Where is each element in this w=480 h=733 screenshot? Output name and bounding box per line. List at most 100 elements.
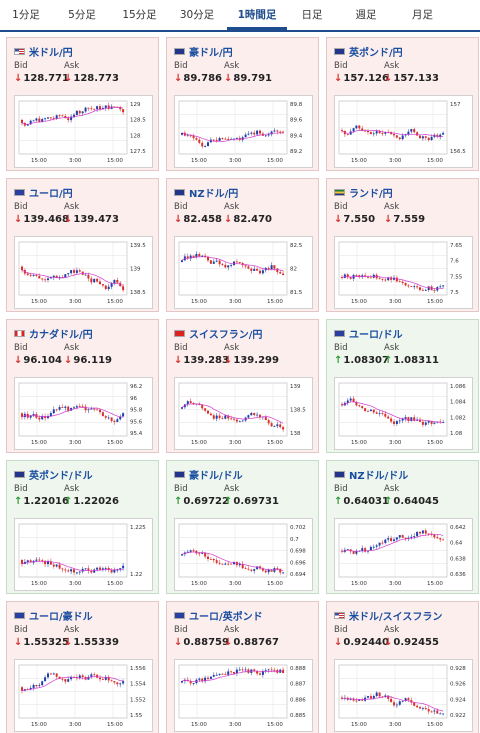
rate-card[interactable]: 豪ドル/ドル Bid Ask ↑0.69722 ↑0.69731 0.702 0.7 0.69…: [166, 460, 319, 594]
pair-title[interactable]: 豪ドル/ドル: [174, 467, 243, 482]
pair-name[interactable]: ユーロ/豪ドル: [29, 612, 93, 623]
mini-chart[interactable]: 0.642 0.64 0.638 0.636 15:00 3:00 15:00: [334, 518, 473, 591]
pair-name[interactable]: 豪ドル/ドル: [189, 471, 243, 482]
candle-body: [355, 700, 358, 702]
mini-chart[interactable]: 96.2 96 95.8 95.6 95.4 15:00 3:00 15:00: [14, 377, 153, 450]
pair-name[interactable]: 米ドル/スイスフラン: [349, 612, 443, 623]
x-tick-label: 15:00: [351, 581, 367, 587]
pair-name[interactable]: 英ポンド/円: [349, 48, 403, 59]
tab-1[interactable]: 5分足: [68, 9, 96, 21]
tab-3[interactable]: 30分足: [179, 9, 215, 21]
rate-card[interactable]: スイスフラン/円 Bid Ask ↓139.283 ↓139.299 139 138.5 13…: [166, 319, 319, 453]
bid-label: Bid: [14, 61, 28, 71]
pair-title[interactable]: ユーロ/豪ドル: [14, 608, 93, 623]
candle-body: [413, 417, 416, 421]
rate-card[interactable]: ユーロ/豪ドル Bid Ask ↓1.55325 ↓1.55339 1.556 1.554 1…: [6, 601, 159, 733]
ask-value: ↑0.64045: [384, 496, 439, 507]
mini-chart[interactable]: 139 138.5 138 15:00 3:00 15:00: [174, 377, 313, 450]
pair-name[interactable]: カナダドル/円: [29, 330, 93, 341]
pair-name[interactable]: 英ポンド/ドル: [29, 471, 93, 482]
candle-body: [233, 672, 235, 674]
mini-chart[interactable]: 157 156.5 15:00 3:00 15:00: [334, 95, 473, 168]
mini-chart[interactable]: 1.556 1.554 1.552 1.55 15:00 3:00 15:00: [14, 659, 153, 732]
tab-2[interactable]: 15分足: [122, 9, 157, 21]
mini-chart[interactable]: 129 128.5 128 127.5 15:00 3:00 15:00: [14, 95, 153, 168]
candle-body: [247, 415, 250, 418]
pair-title[interactable]: スイスフラン/円: [174, 326, 262, 341]
mini-chart[interactable]: 0.888 0.887 0.886 0.885 15:00 3:00 15:00: [174, 659, 313, 732]
pair-title[interactable]: 米ドル/円: [14, 44, 73, 59]
pair-title[interactable]: NZドル/ドル: [334, 467, 408, 482]
pair-name[interactable]: 米ドル/円: [29, 48, 73, 59]
rate-card[interactable]: 米ドル/スイスフラン Bid Ask ↓0.92440 ↓0.92455 0.928 0.9…: [326, 601, 479, 733]
pair-name[interactable]: ランド/円: [349, 189, 393, 200]
candle-body: [390, 698, 393, 703]
pair-title[interactable]: NZドル/円: [174, 185, 238, 200]
bid-value: ↓0.88759: [174, 637, 229, 648]
mini-chart[interactable]: 0.702 0.7 0.698 0.696 0.694 15:00 3:00 15:00: [174, 518, 313, 591]
candle-body: [52, 673, 55, 675]
rate-card[interactable]: ランド/円 Bid Ask ↓7.550 ↓7.559 7.65 7.6 7.55 7.5 15:…: [326, 178, 479, 312]
candle-body: [279, 272, 282, 274]
rate-card[interactable]: 米ドル/円 Bid Ask ↓128.771 ↓128.773 129 128.5 128 12…: [6, 37, 159, 171]
rate-card[interactable]: ユーロ/ドル Bid Ask ↑1.08307 ↑1.08311 1.086 1.084 1.…: [326, 319, 479, 453]
candle-body: [424, 289, 427, 291]
candle-body: [198, 553, 201, 555]
rate-card[interactable]: NZドル/円 Bid Ask ↓82.458 ↓82.470 82.5 82 81.5 15:0…: [166, 178, 319, 312]
tab-4[interactable]: 1時間足: [227, 0, 287, 30]
candle-body: [192, 550, 195, 552]
tab-6[interactable]: 週足: [355, 9, 377, 21]
down-arrow-icon: ↓: [334, 214, 343, 225]
candle-body: [367, 276, 369, 278]
pair-title[interactable]: ユーロ/ドル: [334, 326, 403, 341]
rate-card[interactable]: 豪ドル/円 Bid Ask ↓89.786 ↓89.791 89.8 89.6 89.4 89.…: [166, 37, 319, 171]
nz-flag-icon: [174, 189, 185, 196]
mini-chart[interactable]: 139.5 139 138.5 15:00 3:00 15:00: [14, 236, 153, 309]
mini-chart[interactable]: 1.225 1.22 15:00 3:00 15:00: [14, 518, 153, 591]
rate-card[interactable]: 英ポンド/円 Bid Ask ↓157.126 ↓157.133 157 156.5 15:0…: [326, 37, 479, 171]
rate-card[interactable]: 英ポンド/ドル Bid Ask ↑1.22016 ↑1.22026 1.225 1.22 15…: [6, 460, 159, 594]
pair-title[interactable]: ユーロ/円: [14, 185, 73, 200]
candle-body: [253, 669, 256, 672]
pair-name[interactable]: ユーロ/円: [29, 189, 73, 200]
pair-name[interactable]: ユーロ/ドル: [349, 330, 403, 341]
pair-title[interactable]: カナダドル/円: [14, 326, 93, 341]
pair-name[interactable]: NZドル/ドル: [349, 471, 409, 482]
candle-body: [90, 570, 93, 573]
candle-body: [186, 135, 189, 137]
pair-title[interactable]: 米ドル/スイスフラン: [334, 608, 442, 623]
candle-body: [227, 265, 230, 268]
pair-name[interactable]: スイスフラン/円: [189, 330, 263, 341]
candle-body: [67, 273, 70, 275]
y-tick-label: 1.084: [450, 400, 466, 406]
pair-name[interactable]: NZドル/円: [189, 189, 239, 200]
pair-name[interactable]: 豪ドル/円: [189, 48, 233, 59]
rate-card[interactable]: ユーロ/英ポンド Bid Ask ↓0.88759 ↓0.88767 0.888 0.887…: [166, 601, 319, 733]
pair-name[interactable]: ユーロ/英ポンド: [189, 612, 263, 623]
pair-title[interactable]: 豪ドル/円: [174, 44, 233, 59]
mini-chart[interactable]: 89.8 89.6 89.4 89.2 15:00 3:00 15:00: [174, 95, 313, 168]
candle-body: [73, 569, 75, 573]
x-tick-label: 3:00: [389, 581, 402, 587]
candle-body: [367, 130, 369, 133]
tab-0[interactable]: 1分足: [12, 9, 40, 21]
rate-card[interactable]: ユーロ/円 Bid Ask ↓139.468 ↓139.473 139.5 139 138.5…: [6, 178, 159, 312]
rate-card[interactable]: カナダドル/円 Bid Ask ↓96.104 ↓96.119 96.2 96 95.8 95.…: [6, 319, 159, 453]
mini-chart[interactable]: 0.928 0.926 0.924 0.922 15:00 3:00 15:00: [334, 659, 473, 732]
mini-chart[interactable]: 7.65 7.6 7.55 7.5 15:00 3:00 15:00: [334, 236, 473, 309]
tab-7[interactable]: 月足: [412, 9, 433, 21]
mini-chart[interactable]: 1.086 1.084 1.082 1.08 15:00 3:00 15:00: [334, 377, 473, 450]
pair-title[interactable]: ユーロ/英ポンド: [174, 608, 263, 623]
candle-body: [215, 260, 218, 262]
rate-card[interactable]: NZドル/ドル Bid Ask ↑0.64031 ↑0.64045 0.642 0.64 0.…: [326, 460, 479, 594]
mini-chart[interactable]: 82.5 82 81.5 15:00 3:00 15:00: [174, 236, 313, 309]
tab-5[interactable]: 日足: [301, 9, 323, 21]
y-tick-label: 0.887: [290, 682, 306, 688]
candle-body: [393, 277, 395, 280]
pair-title[interactable]: ランド/円: [334, 185, 393, 200]
y-tick-label: 0.698: [290, 549, 306, 555]
pair-title[interactable]: 英ポンド/円: [334, 44, 403, 59]
pair-title[interactable]: 英ポンド/ドル: [14, 467, 93, 482]
candle-body: [369, 546, 372, 551]
candle-body: [201, 405, 204, 409]
